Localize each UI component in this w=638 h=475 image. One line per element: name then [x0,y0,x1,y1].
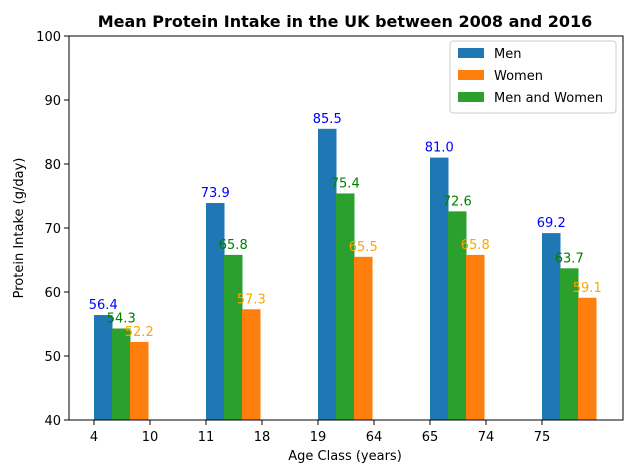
bar-men-and-women [336,193,355,420]
bar-value-label: 54.3 [107,311,136,326]
x-tick-label: 18 [254,430,271,445]
bar-men-and-women [112,328,131,420]
x-tick-label: 75 [534,430,551,445]
x-tick-label: 74 [478,430,495,445]
bar-women [130,341,149,420]
bar-value-label: 63.7 [555,251,584,266]
y-axis: 40 50 60 70 80 90 100 [36,30,69,429]
x-tick-label: 10 [142,430,159,445]
x-axis: 4 10 11 18 19 64 65 74 75 [90,420,550,445]
bar-value-label: 65.5 [349,240,378,255]
legend: Men Women Men and Women [449,40,617,114]
bars-layer [94,128,597,421]
y-tick-label: 70 [44,222,61,237]
legend-swatch-women [458,70,484,80]
bar-value-label: 73.9 [201,186,230,201]
y-tick-label: 80 [44,158,61,173]
y-tick-label: 60 [44,286,61,301]
bar-men [206,203,225,420]
y-axis-label: Protein Intake (g/day) [12,158,27,299]
bar-women [466,254,485,420]
bar-labels-layer: 56.454.352.2 73.9 65.8 57.3 85.5 75.4 65.5 81.0… [89,112,602,340]
x-tick-label: 11 [198,430,215,445]
x-tick-label: 4 [90,430,98,445]
legend-box [449,40,617,114]
bar-women [578,297,597,420]
bar-value-label: 57.3 [237,292,266,307]
bar-men [94,315,113,420]
legend-label-men-and-women: Men and Women [494,91,603,106]
bar-value-label: 85.5 [313,112,342,127]
x-axis-label: Age Class (years) [288,449,402,464]
x-tick-label: 19 [310,430,327,445]
y-tick-label: 50 [44,350,61,365]
bar-men-and-women [560,268,579,420]
bar-men [542,233,561,420]
bar-men-and-women [448,211,467,420]
legend-swatch-men [458,48,484,58]
bar-value-label: 56.4 [89,298,118,313]
x-tick-label: 64 [366,430,383,445]
bar-men-and-women [224,254,243,420]
bar-men [318,128,337,421]
bar-value-label: 65.8 [219,238,248,253]
bar-value-label: 81.0 [425,141,454,156]
bar-value-label: 69.2 [537,216,566,231]
bar-value-label: 75.4 [331,176,360,191]
legend-swatch-men-and-women [458,92,484,102]
bar-men [430,157,449,420]
bar-women [354,256,373,420]
bar-value-label: 59.1 [573,281,602,296]
y-tick-label: 40 [44,414,61,429]
legend-label-men: Men [494,47,521,62]
bar-value-label: 72.6 [443,194,472,209]
bar-women [242,309,261,420]
bar-value-label: 52.2 [125,325,154,340]
x-tick-label: 65 [422,430,439,445]
y-tick-label: 90 [44,94,61,109]
chart-title: Mean Protein Intake in the UK between 20… [98,12,593,31]
legend-label-women: Women [494,69,543,84]
bar-value-label: 65.8 [461,238,490,253]
y-tick-label: 100 [36,30,61,45]
